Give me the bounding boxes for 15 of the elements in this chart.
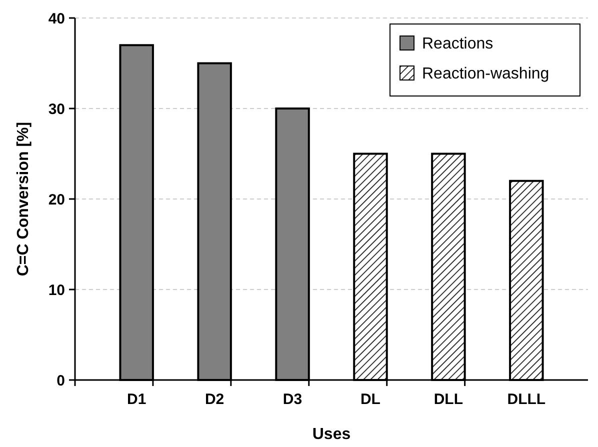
y-tick-label: 20 xyxy=(48,191,65,208)
x-axis-title: Uses xyxy=(312,426,351,443)
x-tick-label: D2 xyxy=(204,391,224,408)
y-tick-label: 0 xyxy=(56,372,65,390)
x-tick-label: DL xyxy=(360,391,380,408)
x-tick-label: DLLL xyxy=(507,391,546,408)
y-tick-label: 40 xyxy=(48,10,65,28)
x-tick-label: DLL xyxy=(434,391,464,408)
x-tick-label: D1 xyxy=(126,391,146,408)
x-tick-label: D3 xyxy=(282,391,302,408)
y-tick-label: 30 xyxy=(48,100,65,118)
legend-label: Reaction-washing xyxy=(422,66,550,83)
legend-label: Reactions xyxy=(422,36,494,53)
y-axis-title: C=C Conversion [%] xyxy=(15,122,32,276)
y-tick-label: 10 xyxy=(48,282,65,299)
